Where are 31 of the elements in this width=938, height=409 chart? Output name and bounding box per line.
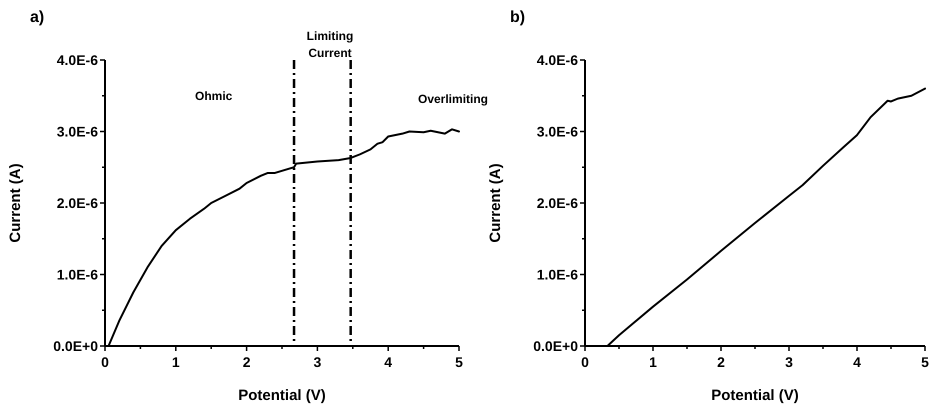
y-tick-label: 2.0E-6 xyxy=(56,195,98,211)
x-tick-label: 5 xyxy=(921,354,930,370)
x-tick-label: 2 xyxy=(717,354,726,370)
x-axis-title: Potential (V) xyxy=(238,387,326,404)
x-tick-label: 5 xyxy=(455,354,464,370)
chart-title: a) xyxy=(30,9,44,26)
x-tick-label: 1 xyxy=(172,354,180,370)
x-tick-label: 3 xyxy=(314,354,322,370)
x-tick-label: 1 xyxy=(649,354,658,370)
x-tick-label: 3 xyxy=(785,354,794,370)
y-tick-label: 3.0E-6 xyxy=(536,124,578,140)
y-tick-label: 4.0E-6 xyxy=(536,52,578,68)
y-tick-label: 1.0E-6 xyxy=(536,266,578,282)
x-tick-label: 0 xyxy=(581,354,590,370)
annotation: Limiting Current xyxy=(306,29,354,60)
y-tick-label: 4.0E-6 xyxy=(56,52,98,68)
x-tick-label: 4 xyxy=(384,354,392,370)
x-tick-label: 0 xyxy=(101,354,110,370)
annotation: Overlimiting xyxy=(418,92,488,106)
x-axis-title: Potential (V) xyxy=(711,387,799,404)
annotation: Ohmic xyxy=(195,89,233,103)
x-tick-label: 2 xyxy=(242,354,251,370)
y-tick-label: 0.0E+0 xyxy=(533,338,578,354)
x-tick-label: 4 xyxy=(853,354,862,370)
chart-title: b) xyxy=(510,9,526,26)
y-tick-label: 1.0E-6 xyxy=(56,266,98,282)
y-axis-title: Current (A) xyxy=(7,163,24,243)
y-tick-label: 3.0E-6 xyxy=(56,124,98,140)
y-axis-title: Current (A) xyxy=(487,163,504,243)
y-tick-label: 0.0E+0 xyxy=(53,338,98,354)
y-tick-label: 2.0E-6 xyxy=(536,195,578,211)
